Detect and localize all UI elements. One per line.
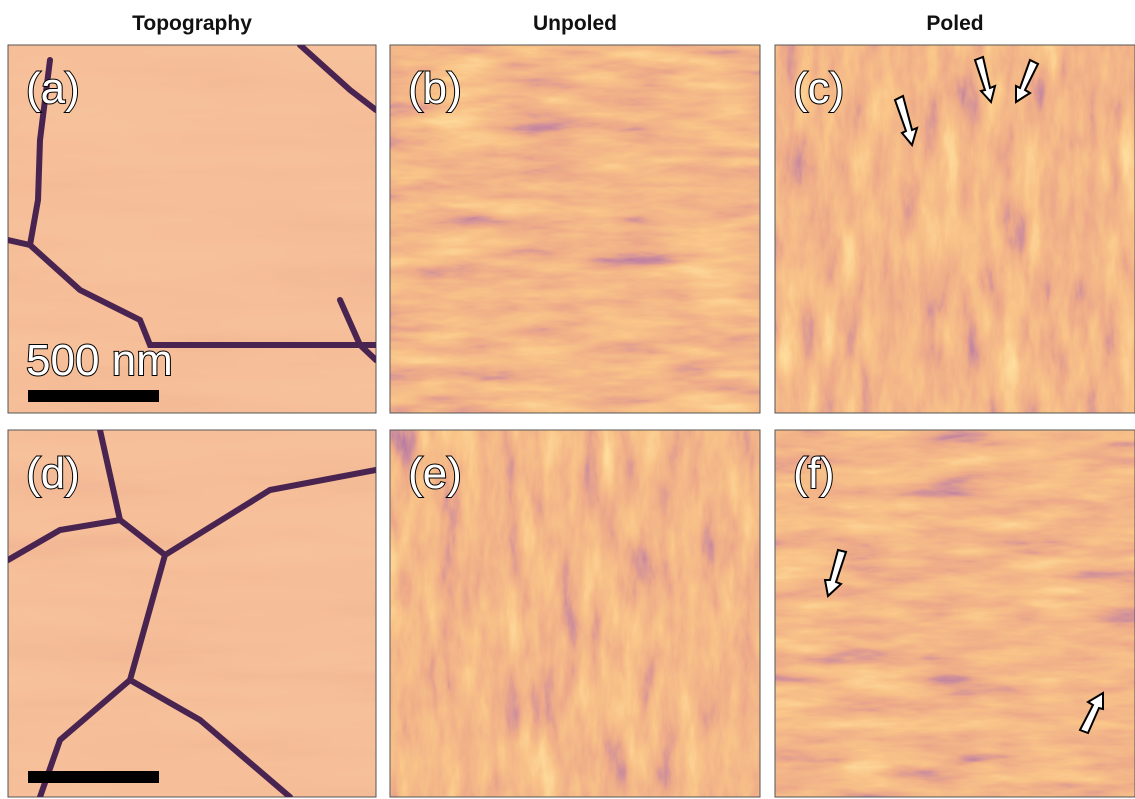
column-header: Topography	[132, 12, 252, 35]
scale-bar	[28, 390, 159, 402]
panel-label: (e)	[408, 449, 462, 498]
figure: Topography Unpoled Poled (a) (b) (c) (d) (e) (f)…	[0, 0, 1135, 799]
scale-bar	[28, 771, 159, 783]
column-header: Unpoled	[533, 12, 617, 35]
panel-label: (c)	[793, 64, 844, 113]
scale-bar-label: 500 nm	[26, 336, 173, 385]
panel-label: (d)	[26, 449, 80, 498]
panel-label: (b)	[408, 64, 462, 113]
panels	[8, 45, 1135, 797]
panel-label: (f)	[793, 449, 835, 498]
column-header: Poled	[926, 12, 983, 35]
panel-label: (a)	[26, 64, 80, 113]
